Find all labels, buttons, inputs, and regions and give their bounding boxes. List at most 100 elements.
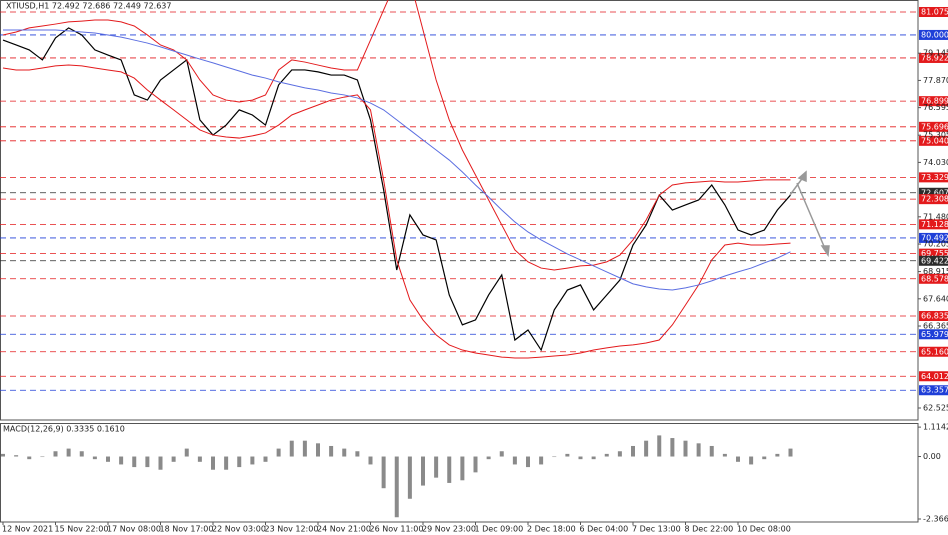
macd-bar bbox=[289, 440, 294, 457]
macd-bar bbox=[355, 451, 360, 457]
level-label: 72.308 bbox=[921, 195, 948, 204]
macd-bar bbox=[106, 456, 110, 462]
macd-bar bbox=[499, 451, 504, 457]
macd-bar bbox=[657, 435, 662, 457]
macd-bar bbox=[40, 456, 45, 458]
level-label: 78.922 bbox=[921, 53, 948, 62]
macd-bar bbox=[604, 453, 609, 457]
y-tick-label: 71.480 bbox=[923, 212, 948, 221]
series-line bbox=[3, 29, 791, 291]
level-label: 81.075 bbox=[921, 7, 948, 16]
axes: 81.075 80.000 78.922 76.899 75.696 75.040 73.3… bbox=[2, 6, 948, 534]
level-label: 80.000 bbox=[921, 30, 948, 39]
macd-bar bbox=[617, 451, 622, 457]
level-label-box bbox=[919, 135, 948, 146]
main-plot bbox=[0, 0, 918, 391]
level-label-box bbox=[919, 310, 948, 321]
macd-bar bbox=[263, 456, 268, 462]
macd-bar bbox=[407, 456, 412, 499]
macd-bar bbox=[486, 456, 491, 460]
x-tick-label: 24 Nov 21:00 bbox=[317, 525, 371, 534]
macd-bar bbox=[250, 456, 255, 465]
x-tick-label: 26 Nov 11:00 bbox=[370, 525, 424, 534]
level-label: 71.128 bbox=[921, 220, 948, 229]
macd-bar bbox=[145, 456, 150, 468]
level-label: 63.357 bbox=[921, 386, 948, 395]
macd-bar bbox=[302, 440, 307, 457]
macd-bar bbox=[1, 453, 5, 457]
macd-bar bbox=[381, 456, 386, 489]
y-tick-label: 1.1142 bbox=[923, 423, 948, 432]
level-label: 65.979 bbox=[921, 330, 948, 339]
macd-title: MACD(12,26,9) 0.3335 0.1610 bbox=[3, 425, 125, 434]
macd-bar bbox=[53, 451, 58, 457]
macd-bar bbox=[696, 443, 701, 457]
macd-bar bbox=[512, 456, 517, 465]
level-label-box bbox=[919, 385, 948, 396]
macd-bar bbox=[722, 453, 727, 457]
macd-bar bbox=[683, 440, 688, 457]
macd-bar bbox=[670, 438, 675, 457]
macd-bar bbox=[644, 440, 649, 457]
forecast-arrows bbox=[789, 170, 830, 258]
series-line bbox=[2, 0, 791, 271]
y-tick-label: 76.595 bbox=[923, 103, 948, 112]
macd-bar bbox=[709, 445, 714, 457]
macd-plot bbox=[1, 435, 793, 518]
level-label-box bbox=[919, 219, 948, 230]
level-label: 72.607 bbox=[921, 188, 948, 197]
macd-bar bbox=[171, 456, 176, 462]
macd-bar bbox=[211, 456, 215, 470]
x-tick-label: 17 Nov 08:00 bbox=[107, 525, 161, 534]
level-label-box bbox=[919, 172, 948, 183]
y-tick-label: 62.525 bbox=[923, 404, 948, 413]
y-tick-label: 68.915 bbox=[923, 267, 948, 276]
level-label-box bbox=[919, 96, 948, 107]
macd-bar bbox=[329, 445, 334, 457]
level-label: 70.492 bbox=[921, 233, 948, 242]
level-label-box bbox=[919, 255, 948, 266]
y-tick-label: 75.305 bbox=[923, 131, 948, 140]
macd-bar bbox=[316, 443, 320, 457]
level-label-box bbox=[919, 248, 948, 259]
macd-bar bbox=[14, 455, 19, 457]
macd-bar bbox=[526, 456, 530, 468]
level-label: 64.012 bbox=[921, 372, 948, 381]
level-label-box bbox=[919, 232, 948, 243]
x-tick-label: 10 Dec 08:00 bbox=[737, 525, 791, 534]
x-tick-label: 15 Nov 22:00 bbox=[55, 525, 109, 534]
macd-bar bbox=[565, 453, 570, 457]
macd-bar bbox=[749, 456, 754, 465]
macd-bar bbox=[447, 456, 452, 483]
macd-bar bbox=[578, 456, 583, 460]
x-tick-label: 2 Dec 18:00 bbox=[527, 525, 576, 534]
y-tick-label: 79.145 bbox=[923, 49, 948, 58]
level-label-box bbox=[919, 6, 948, 17]
y-tick-label: 77.870 bbox=[923, 76, 948, 85]
series-line bbox=[2, 64, 791, 359]
level-label: 65.160 bbox=[921, 347, 948, 356]
main-frame bbox=[0, 0, 919, 421]
x-tick-label: 1 Dec 09:00 bbox=[475, 525, 524, 534]
level-label: 75.040 bbox=[921, 136, 948, 145]
macd-bar bbox=[394, 456, 399, 518]
macd-bar bbox=[197, 456, 202, 462]
chart-title: XTIUSD,H1 72.492 72.686 72.449 72.637 bbox=[6, 2, 171, 11]
macd-bar bbox=[79, 451, 84, 457]
level-label: 73.329 bbox=[921, 173, 948, 182]
macd-bar bbox=[591, 456, 596, 460]
macd-bar bbox=[342, 448, 347, 457]
level-label: 76.899 bbox=[921, 97, 948, 106]
level-label-box bbox=[919, 52, 948, 63]
level-label-box bbox=[919, 371, 948, 382]
level-label-box bbox=[919, 273, 948, 284]
y-tick-label: 74.030 bbox=[923, 158, 948, 167]
macd-bar bbox=[119, 456, 124, 465]
x-tick-label: 18 Nov 17:00 bbox=[160, 525, 214, 534]
macd-bar bbox=[434, 456, 439, 478]
macd-bar bbox=[788, 448, 793, 457]
macd-bar bbox=[184, 448, 189, 457]
